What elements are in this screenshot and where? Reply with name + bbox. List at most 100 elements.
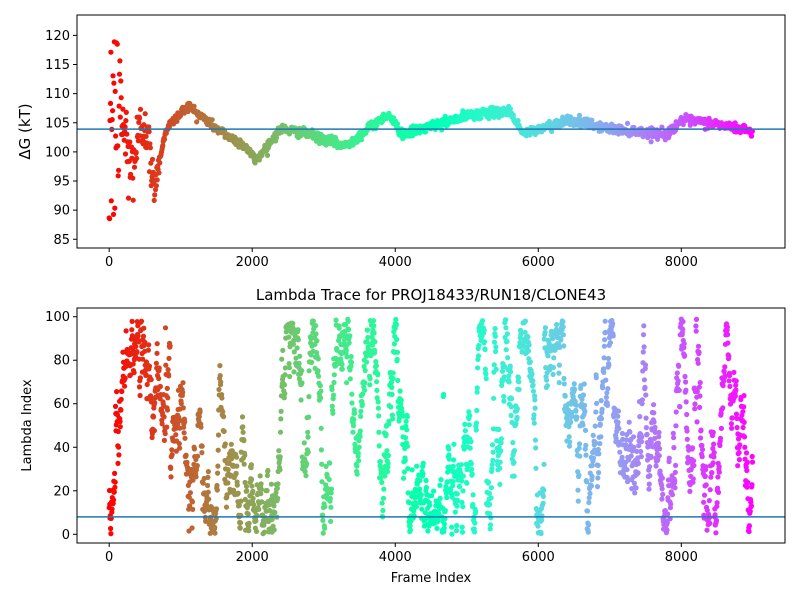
lambda-point (697, 404, 703, 410)
lambda-point (446, 452, 452, 458)
lambda-point (497, 481, 503, 487)
lambda-point (642, 384, 648, 390)
lambda-point (163, 362, 169, 368)
lambda-point (665, 511, 671, 517)
lambda-point (403, 418, 409, 424)
lambda-point (566, 434, 572, 440)
lambda-point (328, 490, 334, 496)
x-tick-label: 4000 (379, 255, 412, 270)
lambda-point (191, 446, 197, 452)
lambda-point (305, 429, 311, 435)
lambda-point (413, 504, 419, 510)
lambda-point (356, 438, 362, 444)
lambda-point (236, 502, 242, 509)
lambda-point (540, 500, 546, 506)
lambda-point (322, 525, 328, 531)
lambda-point (313, 323, 319, 329)
lambda-point (684, 436, 690, 442)
lambda-point (189, 499, 195, 505)
lambda-point (497, 459, 503, 465)
lambda-point (161, 437, 167, 443)
lambda-point (310, 318, 316, 324)
lambda-point (217, 373, 223, 379)
lambda-point (531, 415, 537, 422)
lambda-point (164, 385, 170, 391)
lambda-point (376, 443, 382, 449)
lambda-point (374, 379, 380, 385)
lambda-point (699, 454, 705, 460)
lambda-point (720, 405, 726, 411)
lambda-point (722, 364, 728, 370)
lambda-point (459, 524, 465, 530)
lambda-point (624, 474, 630, 480)
lambda-point (630, 434, 637, 440)
lambda-point (304, 461, 310, 467)
lambda-point (489, 462, 495, 468)
lambda-point (672, 478, 678, 484)
lambda-point (712, 512, 718, 518)
lambda-point (702, 473, 708, 479)
lambda-point (558, 337, 564, 343)
lambda-point (309, 359, 315, 365)
lambda-point (467, 445, 473, 451)
lambda-point (118, 396, 124, 402)
lambda-point (619, 430, 626, 437)
lambda-point (460, 473, 466, 479)
lambda-point (373, 363, 379, 369)
lambda-point (741, 404, 747, 410)
lambda-point (473, 420, 480, 426)
delta-g-point (113, 133, 119, 139)
delta-g-point (142, 111, 148, 117)
lambda-point (414, 463, 420, 469)
lambda-point (278, 408, 284, 414)
lambda-point (567, 439, 573, 445)
lambda-point (283, 329, 289, 335)
lambda-point (598, 416, 605, 422)
lambda-point (306, 394, 312, 400)
lambda-point (587, 490, 593, 497)
lambda-point (604, 402, 611, 408)
lambda-point (726, 353, 732, 359)
lambda-point (501, 363, 508, 370)
lambda-point (516, 379, 522, 385)
delta-g-point (110, 73, 116, 79)
lambda-point (581, 381, 587, 387)
lambda-point (460, 488, 466, 494)
lambda-point (602, 337, 608, 343)
x-tick-label: 0 (105, 255, 113, 270)
lambda-point (725, 331, 731, 338)
lambda-point (466, 422, 472, 428)
lambda-point (454, 491, 460, 497)
lambda-point (234, 482, 240, 488)
lambda-point (728, 421, 735, 427)
lambda-point (137, 375, 143, 381)
lambda-point (348, 359, 355, 365)
lambda-point (710, 429, 716, 435)
lambda-point (359, 401, 365, 407)
lambda-point (189, 525, 195, 531)
lambda-point (631, 444, 637, 450)
lambda-point (361, 363, 367, 370)
lambda-point (116, 444, 122, 450)
lambda-point (404, 414, 410, 420)
lambda-point (114, 389, 120, 395)
lambda-point (349, 400, 355, 406)
lambda-point (275, 481, 281, 487)
lambda-point (184, 459, 190, 465)
lambda-point (666, 455, 672, 461)
lambda-point (576, 445, 582, 451)
delta-g-point (123, 109, 129, 115)
lambda-point (514, 414, 520, 420)
lambda-point (194, 463, 200, 469)
lambda-point (328, 504, 334, 510)
lambda-point (169, 452, 175, 458)
lambda-panel: Lambda Trace for PROJ18433/RUN18/CLONE43… (20, 286, 786, 586)
lambda-point (510, 440, 516, 446)
lambda-point (590, 455, 597, 461)
lambda-point (696, 384, 702, 390)
delta-g-point (117, 114, 123, 120)
lambda-point (362, 367, 368, 374)
lambda-point (601, 343, 608, 349)
lambda-point (744, 459, 751, 465)
lambda-point (610, 333, 616, 339)
